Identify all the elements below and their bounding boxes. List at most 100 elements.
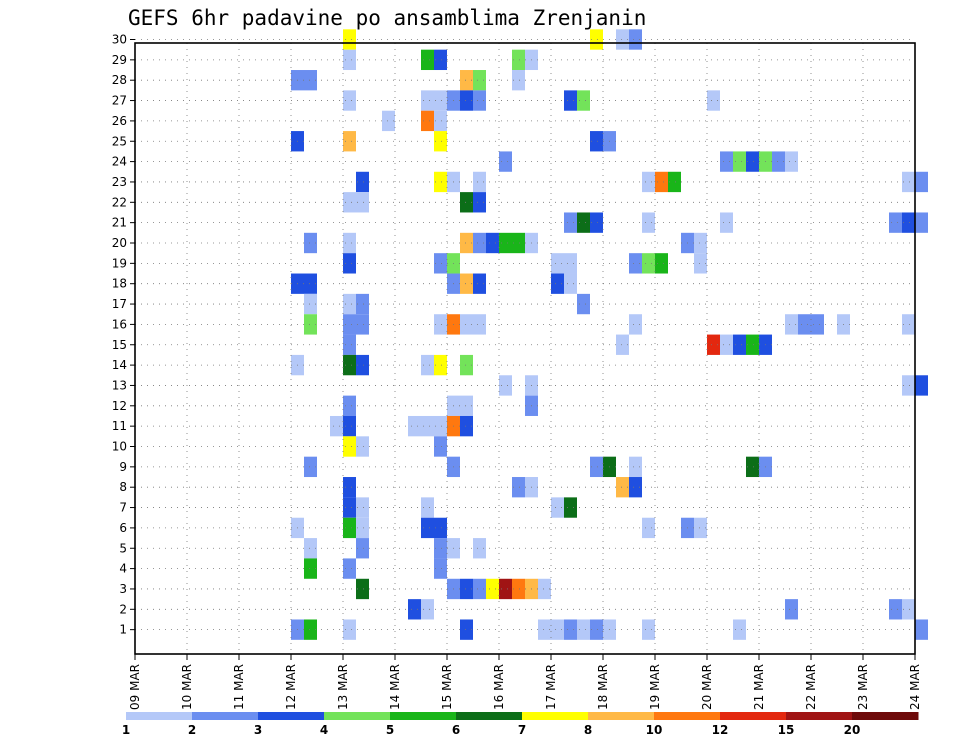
colorbar-label: 1 bbox=[122, 723, 130, 737]
colorbar-label: 7 bbox=[518, 723, 526, 737]
heatmap-cell bbox=[616, 477, 629, 498]
heatmap-cell bbox=[304, 538, 317, 559]
heatmap-cell bbox=[577, 619, 590, 640]
heatmap-cell bbox=[343, 497, 356, 518]
y-tick-label: 28 bbox=[112, 73, 127, 87]
heatmap-cell bbox=[304, 70, 317, 91]
heatmap-cell bbox=[629, 456, 642, 478]
heatmap-cell bbox=[356, 314, 369, 335]
heatmap-cell bbox=[421, 517, 434, 539]
heatmap-cell bbox=[460, 90, 473, 111]
heatmap-cell bbox=[655, 253, 668, 274]
heatmap-cell bbox=[785, 314, 798, 335]
heatmap-cell bbox=[356, 171, 369, 193]
heatmap-cell bbox=[408, 415, 421, 437]
heatmap-cell bbox=[915, 619, 928, 640]
x-tick-label: 17 MAR bbox=[544, 664, 558, 710]
x-tick-label: 10 MAR bbox=[180, 664, 194, 710]
y-tick-label: 23 bbox=[112, 175, 127, 189]
heatmap-cell bbox=[590, 456, 603, 478]
heatmap-cell bbox=[356, 436, 369, 457]
x-tick-label: 12 MAR bbox=[284, 664, 298, 710]
y-tick-label: 30 bbox=[112, 33, 127, 47]
heatmap-cell bbox=[473, 232, 486, 254]
heatmap-cell bbox=[343, 90, 356, 111]
colorbar-swatch bbox=[456, 712, 523, 720]
heatmap-cell bbox=[343, 29, 356, 50]
heatmap-cell bbox=[434, 110, 447, 132]
y-tick-label: 21 bbox=[112, 216, 127, 230]
heatmap-cell bbox=[330, 415, 343, 437]
heatmap-cell bbox=[473, 192, 486, 213]
y-tick-label: 2 bbox=[119, 602, 127, 616]
heatmap-cell bbox=[564, 619, 577, 640]
heatmap-cell bbox=[590, 29, 603, 50]
x-tick-label: 21 MAR bbox=[752, 664, 766, 710]
heatmap-cell bbox=[343, 517, 356, 539]
heatmap-cell bbox=[343, 619, 356, 640]
colorbar-swatch bbox=[126, 712, 193, 720]
heatmap-cell bbox=[785, 599, 798, 620]
heatmap-cell bbox=[733, 334, 746, 355]
heatmap-cell bbox=[304, 273, 317, 294]
y-tick-label: 6 bbox=[119, 521, 127, 535]
chart-title: GEFS 6hr padavine po ansamblima Zrenjani… bbox=[128, 6, 647, 30]
heatmap-cell bbox=[564, 253, 577, 274]
colorbar-swatch bbox=[588, 712, 655, 720]
heatmap-cell bbox=[460, 395, 473, 416]
colorbar-swatch bbox=[720, 712, 787, 720]
heatmap-cell bbox=[356, 293, 369, 315]
y-tick-label: 13 bbox=[112, 378, 127, 392]
heatmap-cell bbox=[460, 70, 473, 91]
heatmap-cell bbox=[590, 619, 603, 640]
heatmap-cell bbox=[304, 619, 317, 640]
heatmap-cell bbox=[499, 232, 512, 254]
heatmap-cell bbox=[486, 578, 499, 600]
heatmap-cell bbox=[564, 497, 577, 518]
heatmap-cell bbox=[512, 232, 525, 254]
heatmap-cell bbox=[720, 334, 733, 355]
colorbar-label: 10 bbox=[646, 723, 663, 737]
heatmap-cell bbox=[473, 314, 486, 335]
heatmap-cell bbox=[434, 253, 447, 274]
colorbar-label: 8 bbox=[584, 723, 592, 737]
y-tick-label: 24 bbox=[112, 155, 127, 169]
y-tick-label: 18 bbox=[112, 277, 127, 291]
y-tick-label: 7 bbox=[119, 501, 127, 515]
heatmap-cell bbox=[564, 212, 577, 233]
heatmap-cell bbox=[733, 619, 746, 640]
y-tick-label: 19 bbox=[112, 256, 127, 270]
y-tick-label: 26 bbox=[112, 114, 127, 128]
heatmap-cell bbox=[564, 90, 577, 111]
heatmap-cell bbox=[434, 354, 447, 376]
x-tick-label: 20 MAR bbox=[700, 664, 714, 710]
heatmap-cell bbox=[733, 151, 746, 172]
x-tick-label: 23 MAR bbox=[856, 664, 870, 710]
heatmap-cell bbox=[460, 578, 473, 600]
heatmap-cell bbox=[421, 599, 434, 620]
heatmap-cell bbox=[343, 334, 356, 355]
heatmap-cell bbox=[473, 70, 486, 91]
heatmap-cell bbox=[421, 354, 434, 376]
heatmap-cell bbox=[811, 314, 824, 335]
colorbar-label: 20 bbox=[844, 723, 861, 737]
heatmap-cell bbox=[642, 212, 655, 233]
x-tick-label: 11 MAR bbox=[232, 664, 246, 710]
heatmap-cell bbox=[512, 578, 525, 600]
heatmap-cell bbox=[720, 151, 733, 172]
heatmap-cell bbox=[707, 334, 720, 355]
colorbar: 1 2 3 4 5 6 7 8 10 12 15 20 bbox=[122, 712, 919, 737]
heatmap-cell bbox=[694, 517, 707, 539]
heatmap-cell bbox=[915, 171, 928, 193]
heatmap-cell bbox=[356, 354, 369, 376]
colorbar-label: 12 bbox=[712, 723, 729, 737]
heatmap-cell bbox=[512, 477, 525, 498]
y-tick-label: 10 bbox=[112, 440, 127, 454]
colorbar-label: 15 bbox=[778, 723, 795, 737]
heatmap-cell bbox=[902, 599, 915, 620]
heatmap-cell bbox=[902, 314, 915, 335]
heatmap-cell bbox=[473, 273, 486, 294]
heatmap-cell bbox=[902, 212, 915, 233]
heatmap-cell bbox=[889, 212, 902, 233]
heatmap-cell bbox=[551, 273, 564, 294]
